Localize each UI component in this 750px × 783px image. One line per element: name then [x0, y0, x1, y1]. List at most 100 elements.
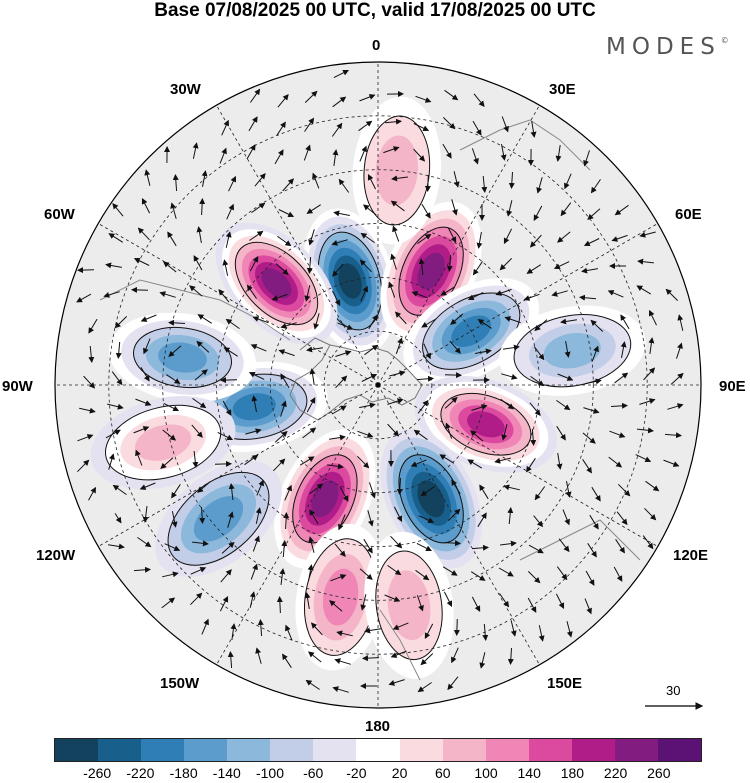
latitude-circle	[108, 115, 648, 655]
wind-vector	[251, 395, 258, 412]
wind-vector	[479, 652, 486, 669]
wind-vector	[166, 374, 181, 384]
wind-vector	[331, 239, 348, 246]
wind-vector	[442, 566, 458, 576]
wind-vector	[475, 348, 492, 355]
wind-vector	[359, 568, 373, 580]
wind-vector	[140, 366, 150, 382]
wind-vector	[225, 231, 232, 248]
wind-vector	[394, 311, 407, 325]
wind-vector	[284, 484, 292, 501]
wind-vector	[201, 618, 209, 635]
wind-vector	[585, 378, 602, 385]
wind-vector	[137, 536, 152, 548]
colorbar-tick-label: 140	[517, 765, 541, 781]
colorbar-swatch	[227, 739, 271, 761]
wind-vector	[560, 318, 577, 325]
wind-vector	[274, 430, 288, 443]
lon-label-60e: 60E	[675, 206, 702, 223]
wind-vector	[334, 543, 346, 557]
wind-vector	[416, 595, 424, 612]
wind-vector	[635, 454, 652, 463]
wind-vector	[143, 338, 151, 355]
wind-vector	[413, 429, 428, 441]
wind-vector	[250, 563, 258, 580]
wind-vector	[503, 344, 520, 351]
wind-vector	[645, 480, 660, 492]
wind-vector	[329, 600, 343, 612]
wind-vector	[171, 484, 181, 499]
wind-vector	[255, 507, 262, 524]
wind-vector	[383, 146, 400, 154]
wind-vector	[395, 337, 403, 354]
wind-vector	[534, 486, 546, 501]
wind-vector	[223, 347, 238, 357]
anomaly-contour	[338, 263, 362, 299]
wind-vector	[421, 203, 431, 219]
wind-vector	[276, 596, 283, 614]
wind-vector	[225, 318, 240, 330]
colorbar-tick-label: 220	[603, 765, 628, 781]
anomaly-contour	[232, 393, 276, 421]
wind-vector	[392, 622, 409, 630]
wind-vector	[249, 230, 264, 241]
wind-vector	[334, 658, 351, 665]
wind-vector	[367, 510, 374, 527]
wind-vector	[471, 544, 489, 551]
wind-vector	[648, 337, 655, 354]
wind-vector	[163, 261, 177, 273]
wind-vector	[310, 622, 323, 636]
wind-vector	[249, 591, 256, 608]
wind-vector	[423, 343, 431, 360]
wind-vector	[536, 177, 543, 194]
wind-vector	[389, 370, 406, 377]
wind-vector	[413, 123, 430, 132]
wind-vector	[388, 281, 396, 298]
colorbar-swatch	[657, 739, 701, 761]
wind-vector	[360, 594, 367, 611]
wind-vector	[476, 232, 483, 249]
wind-vector	[332, 96, 347, 108]
wind-vector	[610, 402, 628, 409]
wind-vector	[217, 431, 234, 441]
wind-vector	[467, 459, 483, 469]
wind-vector	[453, 618, 460, 636]
wind-vector	[442, 143, 452, 159]
wind-vector	[88, 318, 98, 334]
wind-vector	[523, 293, 540, 301]
wind-vector	[443, 591, 453, 607]
wind-vector	[115, 341, 122, 359]
lon-label-60w: 60W	[44, 206, 75, 223]
wind-vector	[313, 313, 320, 330]
wind-vector	[677, 314, 684, 331]
wind-vector	[252, 535, 260, 552]
wind-vector	[417, 682, 432, 693]
wind-vector	[218, 289, 230, 303]
wind-vector	[307, 564, 314, 581]
wind-vector	[221, 119, 229, 136]
wind-vector	[387, 398, 404, 405]
wind-vector	[164, 543, 181, 551]
wind-vector	[648, 309, 657, 326]
wind-vector	[565, 481, 572, 498]
colorbar-swatch	[614, 739, 658, 761]
lon-label-150e: 150E	[547, 675, 583, 692]
wind-vector	[257, 619, 264, 637]
wind-vector	[560, 202, 572, 217]
wind-vector	[107, 403, 124, 410]
wind-vector	[168, 345, 182, 357]
wind-vector	[566, 621, 573, 638]
wind-vector	[615, 539, 625, 554]
wind-vector	[639, 398, 656, 405]
wind-vector	[193, 255, 203, 271]
wind-vector	[222, 259, 229, 276]
wind-vector	[196, 340, 210, 353]
colorbar-tick-label: 180	[560, 765, 585, 781]
wind-vector	[197, 481, 211, 493]
wind-vector	[387, 564, 402, 576]
wind-vector	[413, 148, 426, 162]
wind-vector	[137, 227, 150, 241]
wind-vector	[360, 232, 375, 244]
wind-vector	[639, 231, 656, 238]
anomaly-contour	[387, 570, 431, 641]
